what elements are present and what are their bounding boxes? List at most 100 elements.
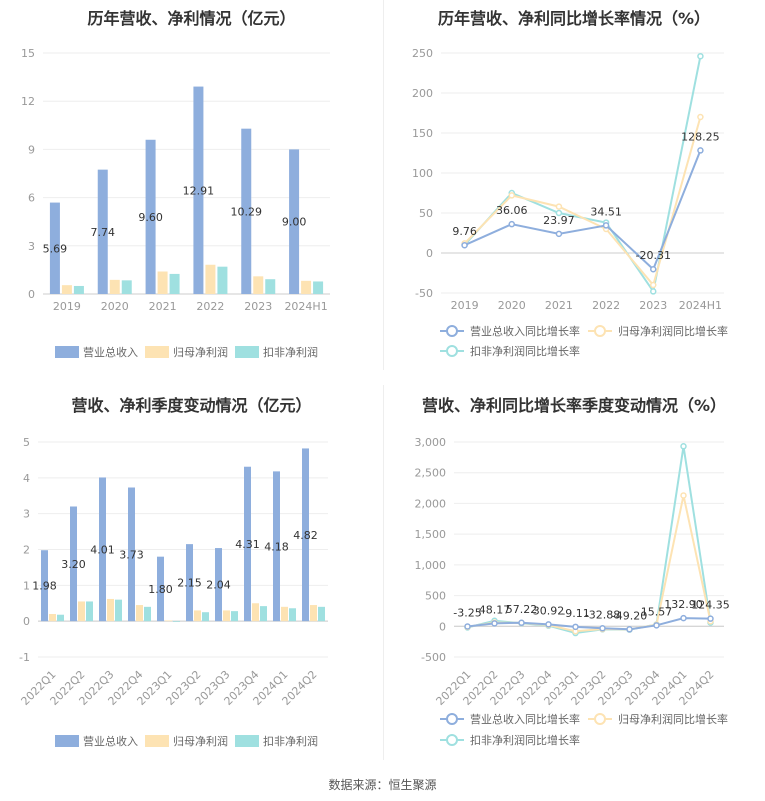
bar [223,610,230,622]
data-point [680,492,687,499]
bar-value-label: 2.04 [206,579,231,592]
point-value-label: 23.97 [543,214,575,227]
y-tick-label: 0 [426,247,433,260]
y-tick-label: 2,500 [415,467,447,480]
legend-label: 扣非净利润同比增长率 [470,733,580,747]
data-point [555,230,563,238]
legend-marker [594,325,606,337]
point-value-label: -3.25 [453,606,481,619]
point-value-label: -20.31 [636,249,671,262]
bar [73,285,84,294]
legend-marker [446,713,458,725]
y-tick-label: -50 [415,287,433,300]
bar [165,620,172,622]
bar [252,603,259,622]
y-tick-label: 3,000 [415,436,447,449]
y-tick-label: 6 [28,192,35,205]
x-tick-label: 2021 [149,300,177,313]
bar [194,610,201,622]
bar [99,477,106,622]
bar [145,139,156,294]
bar [313,281,324,294]
data-point [508,220,515,228]
point-value-label: 128.25 [681,130,720,143]
bar-value-label: 1.80 [148,583,173,596]
bar [302,448,309,622]
y-tick-label: 1,500 [415,528,447,541]
bar [310,605,317,622]
bar [107,598,114,622]
bar-value-label: 1.98 [32,580,57,593]
legend-swatch [235,346,259,358]
point-value-label: 30.92 [533,604,565,617]
bar [186,544,193,622]
x-tick-label: 2019 [451,299,479,312]
bar [41,550,48,622]
bar [49,202,60,294]
bar-value-label: 2.15 [177,577,202,590]
bar [301,280,312,294]
bar-value-label: 4.01 [90,543,115,556]
chart-panel-annual-revenue-profit: 历年营收、净利情况（亿元） 0 3 6 9 12 15 5.69 7.74 9.60 12.91 1… [0,0,383,370]
legend-label: 归母净利润同比增长率 [618,324,728,338]
legend-label: 归母净利润 [173,734,228,748]
chart-svg: -50 0 50 100 150 200 250 9.76 36.06 23.97 34.51 -20… [412,47,728,358]
y-tick-label: 4 [23,472,30,485]
bar [202,612,209,622]
legend-label: 营业总收入同比增长率 [470,324,580,338]
x-tick-label: 2023 [639,299,667,312]
bar [265,279,276,294]
data-point [555,209,563,217]
data-point [680,443,687,450]
data-point [680,614,687,622]
point-value-label: 15.57 [641,605,673,618]
data-point [626,626,633,633]
y-tick-label: 0 [28,288,35,301]
legend-marker [446,325,458,337]
x-tick-label: 2022 [592,299,620,312]
data-point [650,265,657,273]
chart-title: 历年营收、净利同比增长率情况（%） [437,9,711,28]
y-tick-label: 100 [412,167,433,180]
bar [115,599,122,622]
series-line [463,116,702,288]
y-tick-label: 50 [419,207,433,220]
x-tick-label: 2022 [196,300,224,313]
legend-swatch [145,735,169,747]
legend-marker [446,345,458,357]
point-value-label: 36.06 [496,204,528,217]
y-tick-label: 5 [23,436,30,449]
bar-value-label: 4.18 [264,540,289,553]
point-value-label: 57.22 [506,603,538,616]
legend-label: 归母净利润同比增长率 [618,712,728,726]
data-point [518,619,525,627]
bar [241,128,252,294]
x-tick-label: 2020 [498,299,526,312]
bar-value-label: 3.73 [119,548,144,561]
bar [231,611,238,622]
x-tick-label: 2023 [244,300,272,313]
bar [173,621,180,622]
point-value-label: -9.11 [561,607,589,620]
legend-label: 营业总收入 [83,345,138,359]
bar [128,487,135,622]
bar [193,86,204,294]
series-line [464,150,702,271]
point-value-label: 34.51 [590,205,622,218]
bar [281,606,288,622]
panel-divider [383,385,384,760]
bar [157,271,168,294]
chart-panel-quarterly-revenue-profit: 营收、净利季度变动情况（亿元） -1 0 1 2 3 4 5 1.98 3.20 4.01 3.73… [0,385,383,765]
bar [136,605,143,622]
bar [215,548,222,622]
legend-swatch [55,346,79,358]
x-tick-label: 2024H1 [679,299,722,312]
bar-value-label: 5.69 [43,242,68,255]
bar [61,285,72,294]
bar-value-label: 9.00 [282,216,307,229]
bar-value-label: 9.60 [138,211,163,224]
data-point [650,288,657,295]
chart-panel-quarterly-growth-rate: 营收、净利同比增长率季度变动情况（%） -500 0 500 1,000 1,500 2,… [383,385,765,765]
chart-svg: -1 0 1 2 3 4 5 1.98 3.20 4.01 3.73 1.80 2.15 2.04 4.31… [19,436,328,748]
data-point [599,625,606,632]
